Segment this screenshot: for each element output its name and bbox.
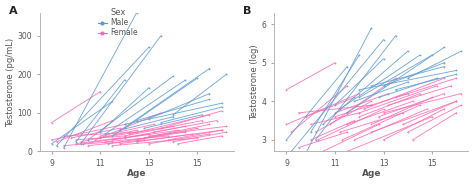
Y-axis label: Testosterone (pg/mL): Testosterone (pg/mL) (6, 38, 15, 127)
X-axis label: Age: Age (127, 169, 146, 178)
Y-axis label: Testosterone (log): Testosterone (log) (250, 44, 259, 120)
Text: B: B (243, 6, 252, 16)
Legend: Male, Female: Male, Female (98, 8, 137, 37)
Text: A: A (9, 6, 17, 16)
X-axis label: Age: Age (362, 169, 381, 178)
